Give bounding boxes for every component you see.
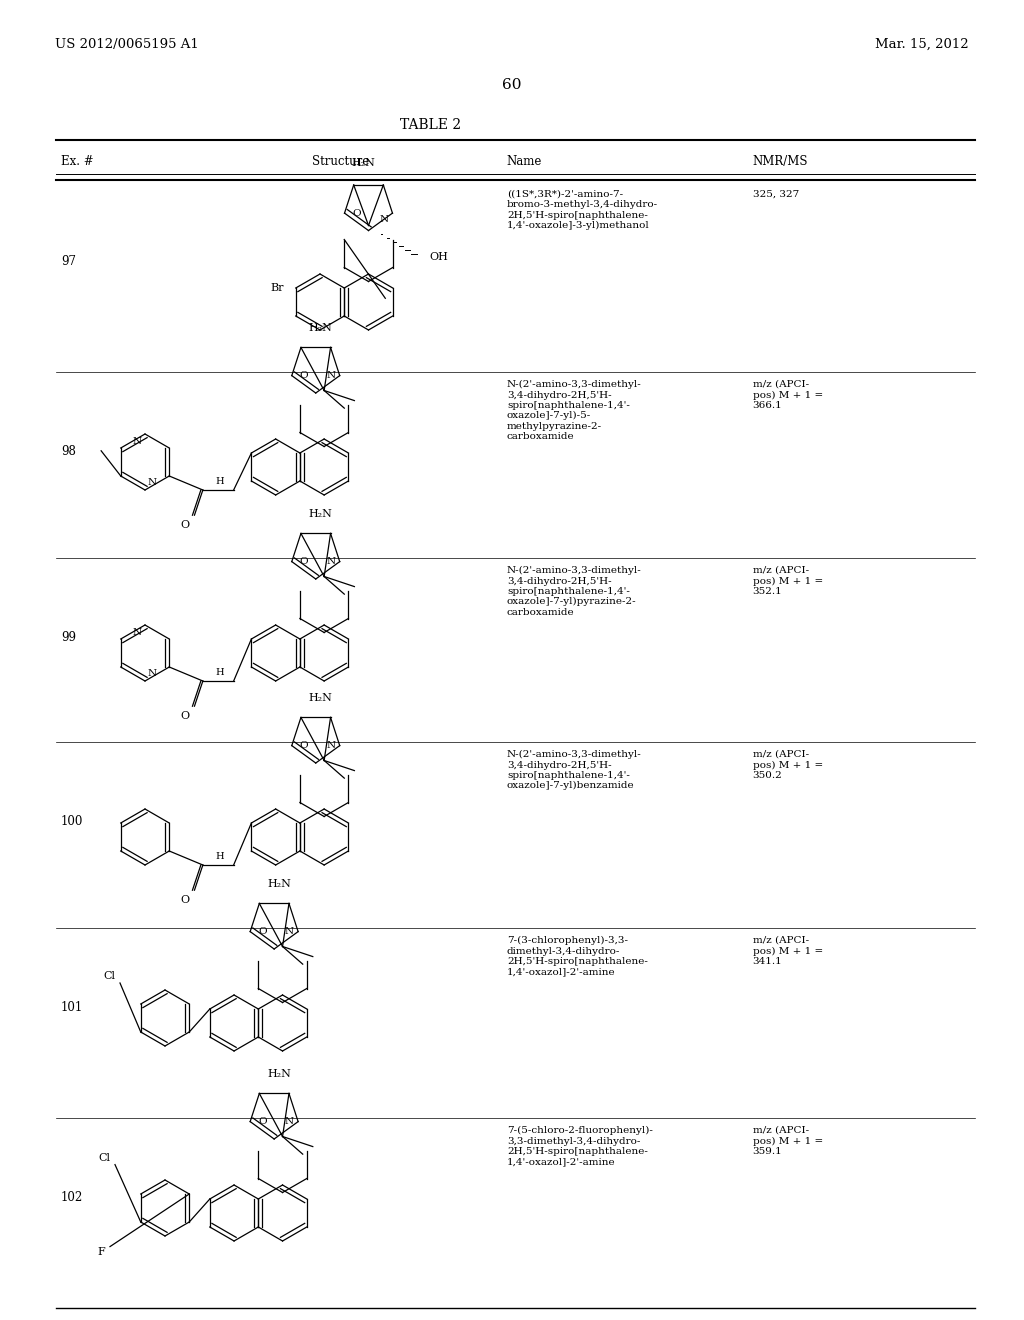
Text: N: N — [133, 628, 142, 638]
Text: 7-(3-chlorophenyl)-3,3-
dimethyl-3,4-dihydro-
2H,5'H-spiro[naphthalene-
1,4'-oxa: 7-(3-chlorophenyl)-3,3- dimethyl-3,4-dih… — [507, 936, 648, 977]
Text: Cl: Cl — [98, 1152, 110, 1163]
Text: 100: 100 — [61, 816, 83, 829]
Text: H: H — [215, 668, 224, 677]
Text: N: N — [379, 215, 388, 224]
Text: 97: 97 — [61, 255, 76, 268]
Text: OH: OH — [429, 252, 447, 261]
Text: H: H — [215, 851, 224, 861]
Text: m/z (APCI-
pos) M + 1 =
359.1: m/z (APCI- pos) M + 1 = 359.1 — [753, 1126, 823, 1156]
Text: F: F — [97, 1246, 105, 1257]
Text: 325, 327: 325, 327 — [753, 190, 799, 199]
Text: m/z (APCI-
pos) M + 1 =
352.1: m/z (APCI- pos) M + 1 = 352.1 — [753, 566, 823, 595]
Text: Mar. 15, 2012: Mar. 15, 2012 — [876, 38, 969, 51]
Text: N-(2'-amino-3,3-dimethyl-
3,4-dihydro-2H,5'H-
spiro[naphthalene-1,4'-
oxazole]-7: N-(2'-amino-3,3-dimethyl- 3,4-dihydro-2H… — [507, 750, 642, 791]
Text: N-(2'-amino-3,3-dimethyl-
3,4-dihydro-2H,5'H-
spiro[naphthalene-1,4'-
oxazole]-7: N-(2'-amino-3,3-dimethyl- 3,4-dihydro-2H… — [507, 380, 642, 441]
Text: 101: 101 — [61, 1002, 83, 1014]
Text: 7-(5-chloro-2-fluorophenyl)-
3,3-dimethyl-3,4-dihydro-
2H,5'H-spiro[naphthalene-: 7-(5-chloro-2-fluorophenyl)- 3,3-dimethy… — [507, 1126, 652, 1167]
Text: m/z (APCI-
pos) M + 1 =
341.1: m/z (APCI- pos) M + 1 = 341.1 — [753, 936, 823, 966]
Text: N: N — [285, 1117, 294, 1126]
Text: m/z (APCI-
pos) M + 1 =
350.2: m/z (APCI- pos) M + 1 = 350.2 — [753, 750, 823, 780]
Text: O: O — [352, 209, 361, 218]
Text: N-(2'-amino-3,3-dimethyl-
3,4-dihydro-2H,5'H-
spiro[naphthalene-1,4'-
oxazole]-7: N-(2'-amino-3,3-dimethyl- 3,4-dihydro-2H… — [507, 566, 642, 616]
Text: H₂N: H₂N — [267, 1069, 291, 1078]
Text: H: H — [215, 477, 224, 486]
Text: N: N — [148, 669, 157, 678]
Text: N: N — [133, 437, 142, 446]
Text: 60: 60 — [502, 78, 522, 92]
Text: 99: 99 — [61, 631, 76, 644]
Text: O: O — [300, 557, 308, 566]
Text: O: O — [300, 741, 308, 750]
Text: Name: Name — [507, 154, 543, 168]
Text: Structure: Structure — [311, 154, 369, 168]
Text: H₂N: H₂N — [309, 693, 333, 702]
Text: O: O — [180, 711, 189, 721]
Text: H₂N: H₂N — [309, 322, 333, 333]
Text: N: N — [327, 557, 336, 566]
Text: TABLE 2: TABLE 2 — [399, 117, 461, 132]
Text: NMR/MS: NMR/MS — [753, 154, 808, 168]
Text: H₂N: H₂N — [351, 158, 376, 168]
Text: Ex. #: Ex. # — [61, 154, 93, 168]
Text: O: O — [180, 895, 189, 906]
Text: 98: 98 — [61, 445, 76, 458]
Text: O: O — [258, 927, 267, 936]
Text: N: N — [285, 927, 294, 936]
Text: ((1S*,3R*)-2'-amino-7-
bromo-3-methyl-3,4-dihydro-
2H,5'H-spiro[naphthalene-
1,4: ((1S*,3R*)-2'-amino-7- bromo-3-methyl-3,… — [507, 190, 658, 231]
Text: O: O — [258, 1117, 267, 1126]
Text: O: O — [180, 520, 189, 531]
Text: N: N — [327, 741, 336, 750]
Text: US 2012/0065195 A1: US 2012/0065195 A1 — [55, 38, 199, 51]
Text: m/z (APCI-
pos) M + 1 =
366.1: m/z (APCI- pos) M + 1 = 366.1 — [753, 380, 823, 411]
Text: H₂N: H₂N — [309, 508, 333, 519]
Text: 102: 102 — [61, 1191, 83, 1204]
Text: O: O — [300, 371, 308, 380]
Text: Br: Br — [270, 282, 284, 293]
Text: N: N — [327, 371, 336, 380]
Text: Cl: Cl — [103, 972, 115, 981]
Text: N: N — [148, 478, 157, 487]
Text: H₂N: H₂N — [267, 879, 291, 888]
